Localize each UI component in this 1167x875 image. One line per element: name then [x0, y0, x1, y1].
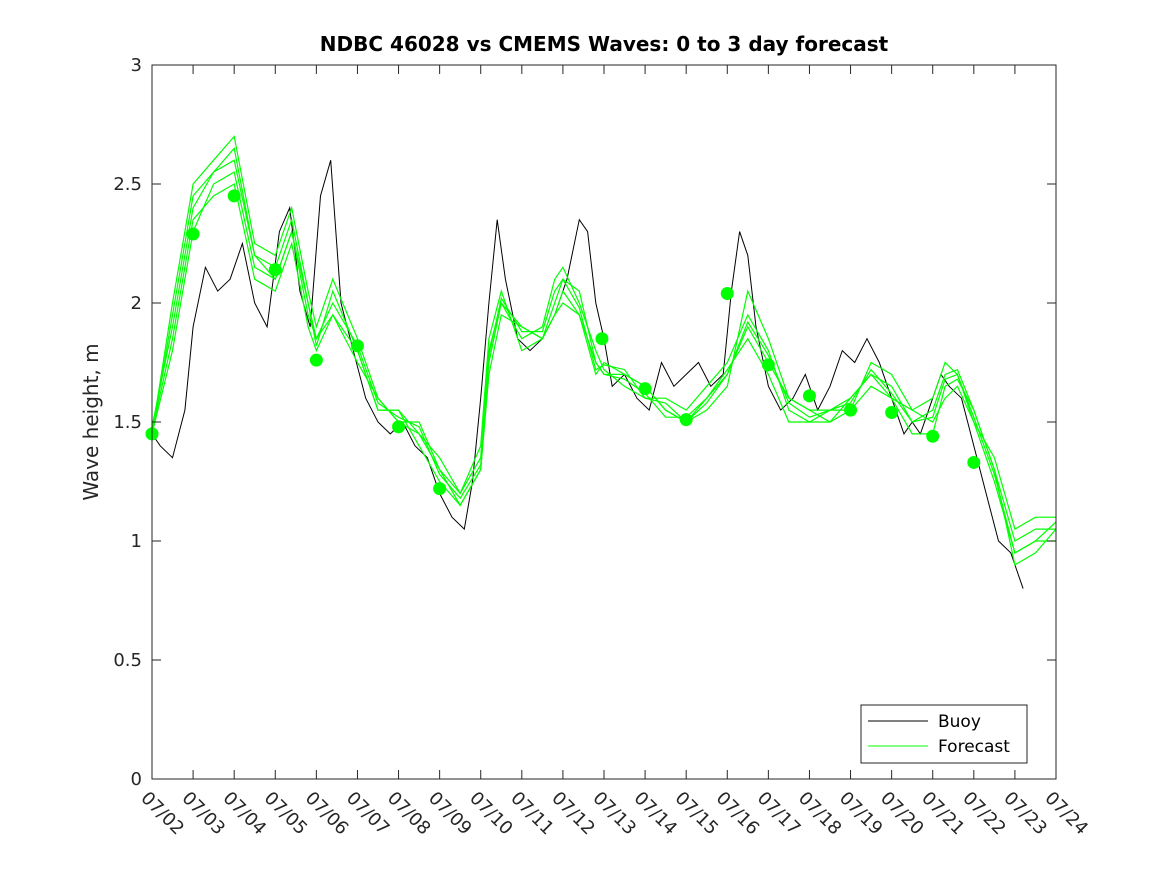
x-tick-label: 07/10	[465, 788, 517, 840]
x-tick-label: 07/13	[588, 788, 640, 840]
x-tick-label: 07/02	[136, 788, 188, 840]
forecast-start-marker	[967, 455, 981, 469]
forecast-start-marker	[309, 353, 323, 367]
x-tick-label: 07/15	[671, 788, 723, 840]
forecast-series-line	[151, 171, 1056, 554]
forecast-start-marker	[844, 403, 858, 417]
series-layer	[145, 135, 1057, 589]
y-tick-label: 2.5	[113, 174, 142, 195]
x-tick-label: 07/17	[753, 788, 805, 840]
forecast-start-marker	[433, 482, 447, 496]
x-tick-label: 07/24	[1040, 788, 1092, 840]
y-tick-label: 1.5	[113, 412, 142, 433]
forecast-start-marker	[679, 413, 693, 427]
x-tick-label: 07/19	[835, 788, 887, 840]
forecast-start-marker	[885, 405, 899, 419]
forecast-start-marker	[227, 189, 241, 203]
x-tick-label: 07/22	[958, 788, 1010, 840]
x-tick-label: 07/14	[630, 788, 682, 840]
forecast-series-line	[151, 159, 1057, 554]
x-tick-label: 07/04	[219, 788, 271, 840]
forecast-start-marker	[186, 227, 200, 241]
x-tick-label: 07/21	[917, 788, 969, 840]
forecast-start-marker	[268, 263, 282, 277]
forecast-start-marker	[761, 358, 775, 372]
x-tick-label: 07/11	[506, 788, 558, 840]
chart-title: NDBC 46028 vs CMEMS Waves: 0 to 3 day fo…	[320, 32, 889, 56]
y-tick-label: 0	[131, 769, 142, 790]
forecast-start-marker	[392, 420, 406, 434]
legend: Buoy Forecast	[860, 704, 1028, 764]
y-tick-label: 1	[131, 531, 142, 552]
y-axis-label: Wave height, m	[79, 343, 103, 500]
x-tick-label: 07/23	[999, 788, 1051, 840]
plot-background	[152, 65, 1056, 779]
forecast-series-line	[151, 135, 1056, 531]
forecast-start-marker	[926, 429, 940, 443]
legend-buoy-label: Buoy	[938, 712, 981, 732]
x-tick-label: 07/07	[342, 788, 394, 840]
y-tick-label: 0.5	[113, 650, 142, 671]
x-tick-label: 07/12	[547, 788, 599, 840]
y-tick-label: 3	[131, 55, 142, 76]
y-tick-label: 2	[131, 293, 142, 314]
forecast-start-marker	[802, 389, 816, 403]
x-tick-label: 07/08	[383, 788, 435, 840]
x-tick-label: 07/18	[794, 788, 846, 840]
x-tick-label: 07/09	[424, 788, 476, 840]
forecast-start-marker	[720, 286, 734, 300]
x-tick-label: 07/20	[876, 788, 928, 840]
x-tick-label: 07/05	[260, 788, 312, 840]
x-tick-label: 07/16	[712, 788, 764, 840]
legend-box	[860, 704, 1028, 764]
forecast-start-marker	[350, 339, 364, 353]
x-tick-label: 07/06	[301, 788, 353, 840]
x-tick-label: 07/03	[178, 788, 230, 840]
forecast-start-marker	[638, 382, 652, 396]
forecast-start-marker	[595, 332, 609, 346]
legend-forecast-label: Forecast	[938, 737, 1010, 757]
buoy-series-line	[151, 160, 1024, 589]
